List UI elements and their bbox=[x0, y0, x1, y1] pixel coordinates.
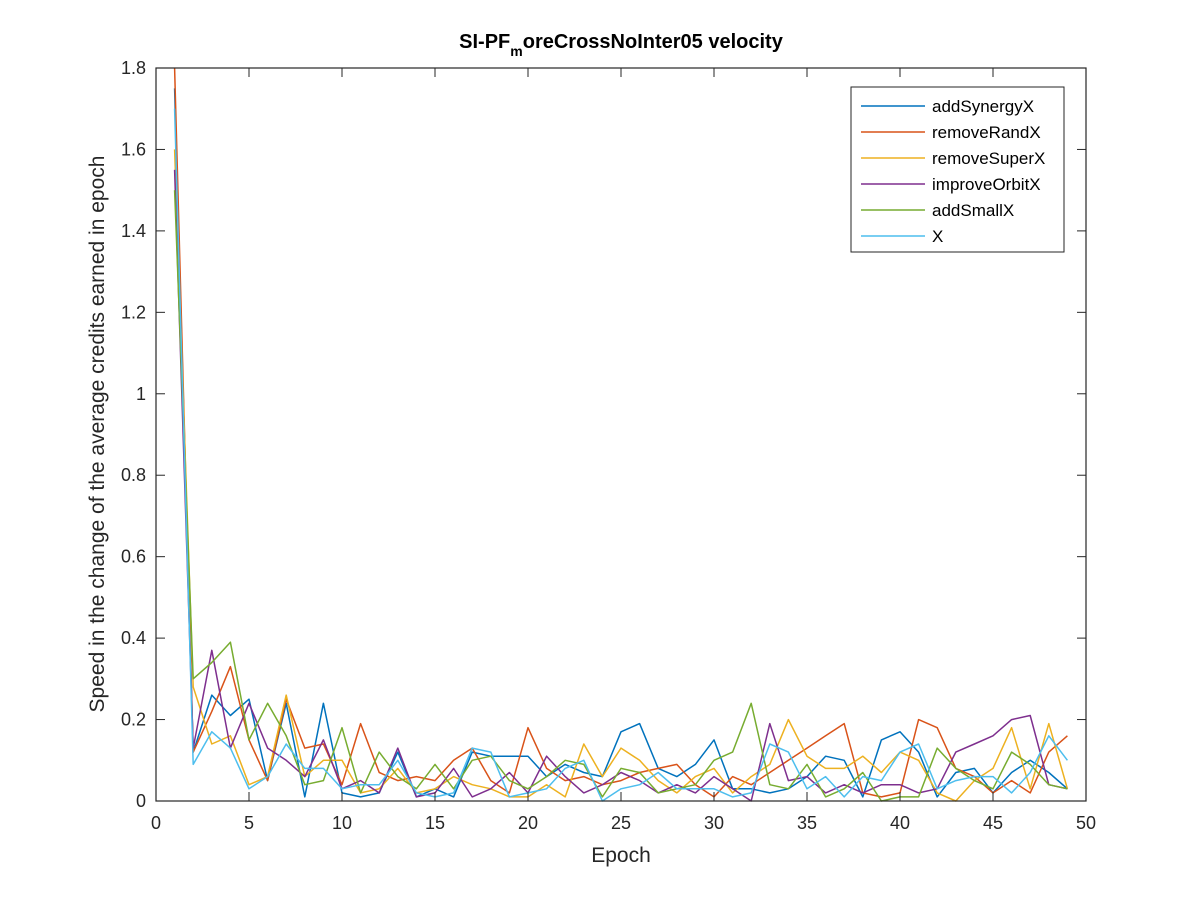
y-tick-label: 1.8 bbox=[121, 58, 146, 78]
series-line-1 bbox=[173, 67, 1068, 798]
plot-frame bbox=[155, 67, 1087, 802]
legend: addSynergyX removeRandX removeSuperX improv… bbox=[850, 86, 1065, 253]
chart-title: SI-PFmoreCrossNoInter05 velocity bbox=[459, 31, 784, 59]
series-line-5 bbox=[173, 108, 1068, 802]
x-tick-label: 35 bbox=[797, 813, 817, 833]
x-tick-label: 0 bbox=[151, 813, 161, 833]
x-tick-label: 5 bbox=[244, 813, 254, 833]
x-tick-label: 50 bbox=[1076, 813, 1096, 833]
y-axis-label: Speed in the change of the average credi… bbox=[86, 156, 109, 713]
legend-box bbox=[850, 86, 1065, 253]
series-line-3 bbox=[173, 169, 1068, 802]
series-layer bbox=[173, 67, 1069, 802]
series-line-0 bbox=[173, 88, 1068, 798]
y-tick-label: 1.4 bbox=[121, 221, 146, 241]
y-tick-label: 0.8 bbox=[121, 465, 146, 485]
legend-label: X bbox=[932, 227, 943, 246]
y-tick-label: 1.6 bbox=[121, 139, 146, 159]
y-tick-label: 0.6 bbox=[121, 547, 146, 567]
x-tick-label: 30 bbox=[704, 813, 724, 833]
x-tick-label: 20 bbox=[518, 813, 538, 833]
y-tick-label: 1 bbox=[136, 384, 146, 404]
x-axis-label: Epoch bbox=[591, 844, 651, 867]
y-tick-label: 0 bbox=[136, 791, 146, 811]
legend-label: addSynergyX bbox=[932, 97, 1034, 116]
legend-label: removeSuperX bbox=[932, 149, 1045, 168]
x-axis: 0 5 10 15 20 25 30 35 40 45 50 bbox=[151, 68, 1096, 833]
x-tick-label: 10 bbox=[332, 813, 352, 833]
series-line-2 bbox=[173, 149, 1069, 802]
x-tick-label: 15 bbox=[425, 813, 445, 833]
x-tick-label: 40 bbox=[890, 813, 910, 833]
y-tick-label: 1.2 bbox=[121, 302, 146, 322]
x-tick-label: 25 bbox=[611, 813, 631, 833]
y-tick-label: 0.2 bbox=[121, 710, 146, 730]
y-tick-label: 0.4 bbox=[121, 628, 146, 648]
legend-label: improveOrbitX bbox=[932, 175, 1041, 194]
legend-label: removeRandX bbox=[932, 123, 1041, 142]
x-tick-label: 45 bbox=[983, 813, 1003, 833]
legend-label: addSmallX bbox=[932, 201, 1014, 220]
series-line-4 bbox=[173, 190, 1068, 802]
y-axis: 0 0.2 0.4 0.6 0.8 1 1.2 1.4 1.6 1.8 bbox=[121, 58, 1086, 811]
